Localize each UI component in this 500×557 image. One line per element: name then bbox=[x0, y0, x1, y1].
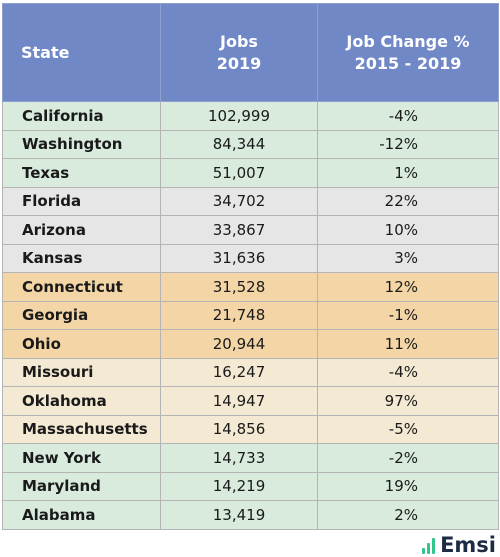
state-cell: California bbox=[2, 101, 161, 131]
brand-name: Emsi bbox=[440, 533, 496, 557]
jobs-cell: 51,007 bbox=[160, 158, 318, 188]
bar-chart-icon bbox=[422, 536, 436, 554]
jobs-cell: 14,733 bbox=[160, 443, 318, 473]
jobs-cell: 14,856 bbox=[160, 414, 318, 444]
table-row: Massachusetts 14,856 -5% bbox=[2, 414, 499, 444]
state-cell: Kansas bbox=[2, 243, 161, 273]
table-row: Washington 84,344 -12% bbox=[2, 129, 499, 159]
state-cell: Ohio bbox=[2, 329, 161, 359]
jobs-cell: 13,419 bbox=[160, 500, 318, 530]
table-row: Oklahoma 14,947 97% bbox=[2, 386, 499, 416]
table-row: Connecticut 31,528 12% bbox=[2, 272, 499, 302]
jobs-table: State Jobs 2019 Job Change % 2015 - 2019… bbox=[2, 3, 499, 530]
jobs-cell: 31,528 bbox=[160, 272, 318, 302]
change-cell: -1% bbox=[317, 300, 499, 330]
jobs-cell: 33,867 bbox=[160, 215, 318, 245]
change-cell: 2% bbox=[317, 500, 499, 530]
emsi-logo: Emsi bbox=[422, 534, 496, 556]
jobs-cell: 34,702 bbox=[160, 186, 318, 216]
header-job-change: Job Change % 2015 - 2019 bbox=[317, 3, 499, 102]
state-cell: Washington bbox=[2, 129, 161, 159]
table-row: Florida 34,702 22% bbox=[2, 186, 499, 216]
jobs-cell: 14,947 bbox=[160, 386, 318, 416]
table-row: California 102,999 -4% bbox=[2, 101, 499, 131]
table-row: New York 14,733 -2% bbox=[2, 443, 499, 473]
state-cell: Massachusetts bbox=[2, 414, 161, 444]
change-cell: 3% bbox=[317, 243, 499, 273]
table-header-row: State Jobs 2019 Job Change % 2015 - 2019 bbox=[2, 3, 499, 102]
header-state: State bbox=[2, 3, 161, 102]
table-row: Georgia 21,748 -1% bbox=[2, 300, 499, 330]
change-cell: -12% bbox=[317, 129, 499, 159]
header-change-period: 2015 - 2019 bbox=[354, 53, 462, 73]
header-state-label: State bbox=[21, 42, 70, 62]
header-jobs: Jobs 2019 bbox=[160, 3, 318, 102]
state-cell: Texas bbox=[2, 158, 161, 188]
state-cell: Missouri bbox=[2, 357, 161, 387]
table-row: Arizona 33,867 10% bbox=[2, 215, 499, 245]
change-cell: 11% bbox=[317, 329, 499, 359]
table-row: Alabama 13,419 2% bbox=[2, 500, 499, 530]
table-row: Texas 51,007 1% bbox=[2, 158, 499, 188]
table-row: Kansas 31,636 3% bbox=[2, 243, 499, 273]
change-cell: 10% bbox=[317, 215, 499, 245]
table-row: Maryland 14,219 19% bbox=[2, 471, 499, 501]
table-row: Missouri 16,247 -4% bbox=[2, 357, 499, 387]
change-cell: 12% bbox=[317, 272, 499, 302]
table-row: Ohio 20,944 11% bbox=[2, 329, 499, 359]
change-cell: -4% bbox=[317, 101, 499, 131]
jobs-cell: 20,944 bbox=[160, 329, 318, 359]
header-jobs-label: Jobs bbox=[220, 31, 258, 51]
jobs-cell: 31,636 bbox=[160, 243, 318, 273]
state-cell: Oklahoma bbox=[2, 386, 161, 416]
change-cell: 97% bbox=[317, 386, 499, 416]
state-cell: Arizona bbox=[2, 215, 161, 245]
change-cell: 1% bbox=[317, 158, 499, 188]
state-cell: New York bbox=[2, 443, 161, 473]
state-cell: Connecticut bbox=[2, 272, 161, 302]
change-cell: -4% bbox=[317, 357, 499, 387]
header-jobs-year: 2019 bbox=[216, 53, 262, 73]
jobs-cell: 21,748 bbox=[160, 300, 318, 330]
jobs-cell: 102,999 bbox=[160, 101, 318, 131]
change-cell: -2% bbox=[317, 443, 499, 473]
state-cell: Florida bbox=[2, 186, 161, 216]
state-cell: Georgia bbox=[2, 300, 161, 330]
jobs-cell: 14,219 bbox=[160, 471, 318, 501]
change-cell: 22% bbox=[317, 186, 499, 216]
change-cell: -5% bbox=[317, 414, 499, 444]
state-cell: Maryland bbox=[2, 471, 161, 501]
jobs-cell: 84,344 bbox=[160, 129, 318, 159]
header-change-label: Job Change % bbox=[346, 31, 470, 51]
jobs-cell: 16,247 bbox=[160, 357, 318, 387]
change-cell: 19% bbox=[317, 471, 499, 501]
state-cell: Alabama bbox=[2, 500, 161, 530]
